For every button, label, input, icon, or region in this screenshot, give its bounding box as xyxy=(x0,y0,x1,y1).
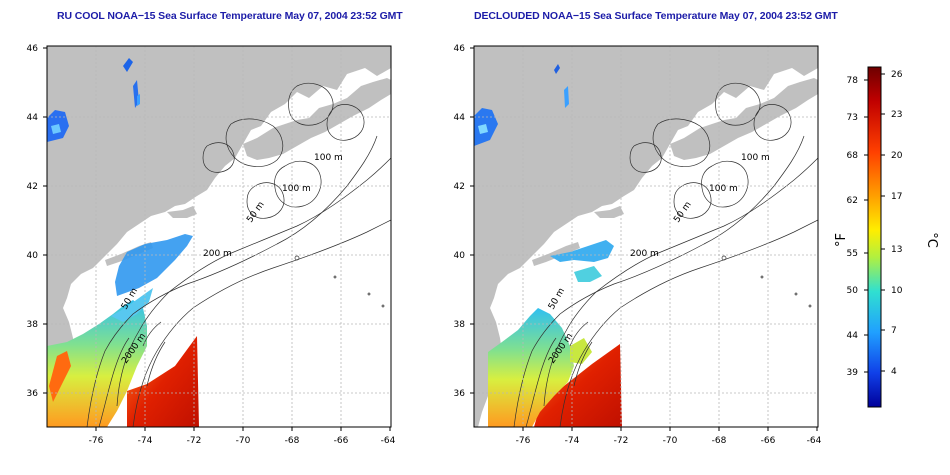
left-lon-tick: -76 xyxy=(89,436,104,446)
colorbar-f-tick: 55 xyxy=(847,249,858,259)
right-lon-tick: -68 xyxy=(712,436,727,446)
left-contour-label: 100 m xyxy=(314,153,343,163)
colorbar-c-tick: 13 xyxy=(891,245,902,255)
left-sst-patch xyxy=(111,288,153,322)
colorbar-f-tick: 50 xyxy=(847,286,859,296)
left-lon-tick: -70 xyxy=(236,436,251,446)
right-lon-tick: -72 xyxy=(614,436,629,446)
right-lat-tick: 38 xyxy=(454,320,466,330)
right-contour-label: 100 m xyxy=(709,184,738,194)
left-lat-tick: 40 xyxy=(27,251,39,261)
right-contour-label: 100 m xyxy=(741,153,770,163)
left-lon-tick: -68 xyxy=(285,436,300,446)
colorbar-c-tick: 10 xyxy=(891,286,903,296)
right-lon-tick: -64 xyxy=(807,436,822,446)
colorbar-unit-celsius: °C xyxy=(924,232,939,248)
right-lat-tick: 44 xyxy=(454,113,466,123)
right-lat-tick: 36 xyxy=(454,389,466,399)
colorbar-c-tick: 20 xyxy=(891,151,903,161)
left-lat-tick: 46 xyxy=(27,44,39,54)
right-map: 100 m 100 m 50 m 200 m 50 m 2000 m 36 38… xyxy=(454,44,822,446)
colorbar-c-tick: 23 xyxy=(891,110,902,120)
left-lon-tick: -66 xyxy=(334,436,349,446)
colorbar-f-tick: 68 xyxy=(847,151,859,161)
left-lat-tick: 44 xyxy=(27,113,39,123)
right-lon-tick: -66 xyxy=(761,436,776,446)
left-sst-gulfstream xyxy=(127,336,199,427)
colorbar: 78 73 68 62 55 50 44 39 26 23 20 17 13 1… xyxy=(834,66,939,408)
colorbar-unit-fahrenheit: °F xyxy=(834,233,849,247)
left-contour-label: 100 m xyxy=(282,184,311,194)
left-map-title: RU COOL NOAA−15 Sea Surface Temperature … xyxy=(57,10,403,22)
colorbar-f-tick: 78 xyxy=(847,76,859,86)
left-lon-tick: -74 xyxy=(138,436,153,446)
colorbar-c-tick: 26 xyxy=(891,70,903,80)
colorbar-f-tick: 39 xyxy=(847,368,859,378)
right-lon-tick: -70 xyxy=(663,436,678,446)
colorbar-c-tick: 4 xyxy=(891,367,897,377)
left-lon-tick: -72 xyxy=(187,436,202,446)
colorbar-c-tick: 17 xyxy=(891,192,902,202)
left-sst-coastal xyxy=(49,351,71,402)
left-lat-tick: 42 xyxy=(27,182,38,192)
right-map-frame xyxy=(473,45,819,428)
right-contour-label: 200 m xyxy=(630,249,659,259)
right-lat-tick: 42 xyxy=(454,182,465,192)
colorbar-f-tick: 44 xyxy=(847,331,859,341)
colorbar-f-tick: 73 xyxy=(847,113,858,123)
left-lat-tick: 36 xyxy=(27,389,39,399)
left-sst-shelf xyxy=(47,300,147,427)
colorbar-gradient xyxy=(867,66,882,408)
right-sst-gulfstream xyxy=(534,344,622,427)
colorbar-c-tick: 7 xyxy=(891,326,897,336)
left-contour-label: 200 m xyxy=(203,249,232,259)
right-map-title: DECLOUDED NOAA−15 Sea Surface Temperatur… xyxy=(474,10,838,22)
colorbar-f-tick: 62 xyxy=(847,196,858,206)
left-lon-tick: -64 xyxy=(381,436,396,446)
right-lon-tick: -76 xyxy=(516,436,531,446)
left-sst-offshore xyxy=(115,234,193,296)
right-lat-tick: 46 xyxy=(454,44,466,54)
left-map-frame xyxy=(46,45,392,428)
right-sst-shelf xyxy=(488,308,574,427)
right-sst-offshore xyxy=(550,240,614,262)
left-lat-tick: 38 xyxy=(27,320,39,330)
left-map: 100 m 100 m 50 m 200 m 50 m 2000 m 36 38… xyxy=(27,44,396,446)
right-lon-tick: -74 xyxy=(565,436,580,446)
right-lat-tick: 40 xyxy=(454,251,466,261)
